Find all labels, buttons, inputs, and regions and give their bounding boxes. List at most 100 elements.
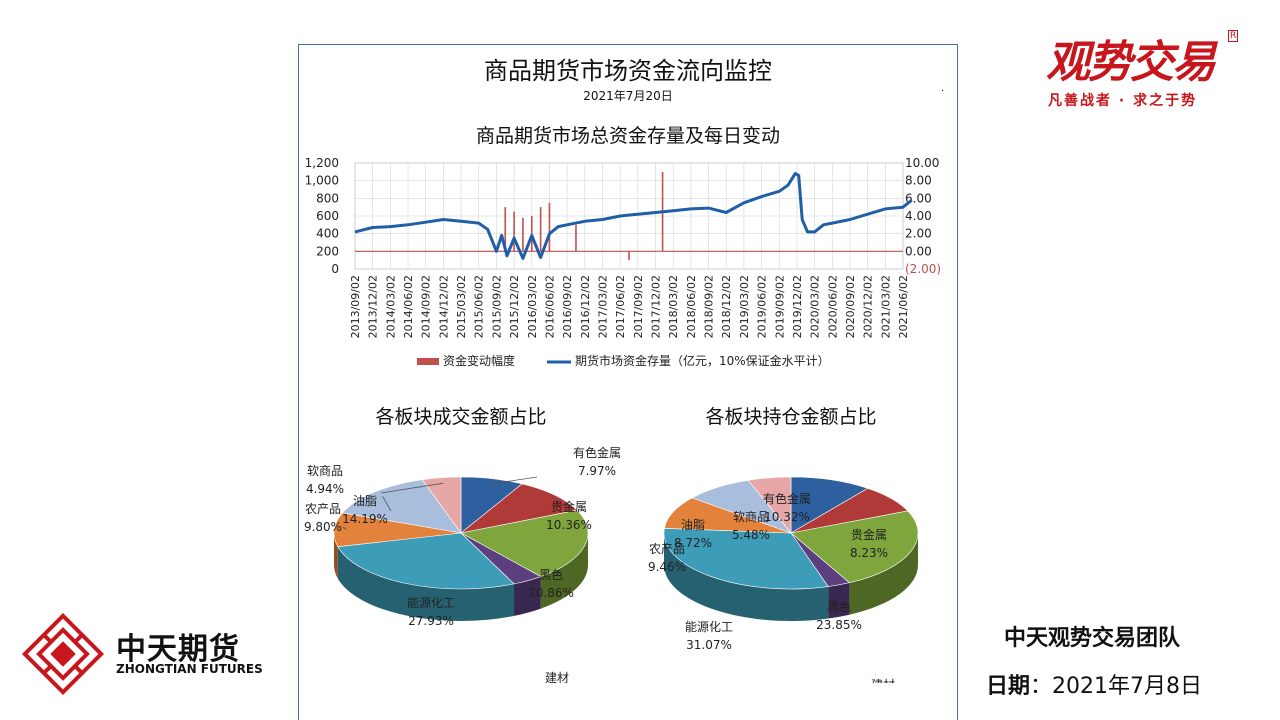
pie-slice-value: 7.97%: [578, 464, 616, 478]
pie-slice: [790, 510, 919, 584]
pie-slice-value: 14.19%: [342, 512, 388, 526]
pie-slice: [460, 509, 589, 577]
report-panel: 商品期货市场资金流向监控 2021年7月20日 . 商品期货市场总资金存量及每日…: [298, 44, 958, 720]
pie-slice: [664, 497, 792, 534]
pie-slice-label: 贵金属: [551, 499, 587, 514]
pie-slice-value: 8.23%: [850, 546, 888, 560]
x-tick-label: 2018/09/02: [703, 275, 716, 338]
pie-leader-line: [382, 496, 392, 512]
x-tick-label: 2013/12/02: [367, 275, 380, 338]
x-tick-label: 2014/03/02: [384, 275, 397, 338]
x-tick-label: 2014/12/02: [437, 275, 450, 338]
legend-line-label: 期货市场资金存量（亿元，10%保证金水平计）: [575, 353, 830, 368]
pie-slice: [790, 476, 869, 534]
pie-slice-value: 31.07%: [686, 638, 732, 652]
x-tick-label: 2015/12/02: [508, 275, 521, 338]
footer-date: 日期：2021年7月8日: [986, 668, 1202, 700]
registered-mark: R: [1228, 30, 1239, 42]
pie-slice: [337, 532, 515, 590]
x-tick-label: 2017/03/02: [596, 275, 609, 338]
y-right-tick-label: 4.00: [905, 209, 932, 223]
pie-slice-side: [828, 582, 850, 619]
pie-slice-label: 能源化工: [685, 620, 733, 634]
pie-slice: [341, 479, 462, 534]
pie-slice-value: 4.94%: [306, 482, 344, 496]
x-tick-label: 2017/09/02: [632, 275, 645, 338]
pie-slice-side: [664, 533, 829, 621]
open-interest-pie-chart: 各板块持仓金额占比有色金属10.32%贵金属8.23%黑色23.85%建材2.8…: [648, 406, 919, 683]
pie-leader-line: [342, 526, 348, 531]
x-tick-label: 2019/03/02: [738, 275, 751, 338]
report-title: 商品期货市场资金流向监控: [484, 57, 772, 85]
trading-volume-pie-chart: 各板块成交金额占比有色金属7.97%贵金属10.36%黑色20.86%建材3.9…: [304, 406, 621, 683]
y-left-tick-label: 600: [316, 209, 339, 223]
pie-slice: [747, 476, 792, 534]
fund-flow-line-chart: 1,2001,000800600400200010.008.006.004.00…: [305, 156, 941, 368]
team-name: 中天观势交易团队: [1004, 626, 1181, 651]
stray-dot: .: [941, 83, 945, 94]
legend-bar-label: 资金变动幅度: [443, 353, 515, 368]
x-tick-label: 2014/06/02: [402, 275, 415, 338]
line-chart-title: 商品期货市场总资金存量及每日变动: [475, 125, 780, 147]
y-left-tick-label: 200: [316, 244, 339, 258]
x-tick-label: 2020/12/02: [862, 275, 875, 338]
date-label: 日期: [986, 674, 1031, 699]
pie-slice-value: 9.80%: [304, 520, 342, 534]
x-tick-label: 2019/12/02: [791, 275, 804, 338]
pie-slice-value: 8.72%: [674, 536, 712, 550]
date-separator: ：: [1030, 674, 1053, 699]
company-name: 中天期货: [116, 632, 240, 667]
x-tick-label: 2020/09/02: [844, 275, 857, 338]
pie-slice-label: 农产品: [649, 542, 685, 556]
pie-slice-label: 农产品: [305, 502, 341, 516]
pie-slice-label: 软商品: [307, 463, 343, 478]
company-logo: 中天期货 ZHONGTIAN FUTURES: [20, 612, 270, 696]
company-emblem-icon: [21, 612, 105, 696]
y-right-tick-label: 2.00: [905, 227, 932, 241]
y-right-tick-label: 8.00: [905, 174, 932, 188]
y-right-tick-label: 10.00: [905, 156, 939, 170]
x-tick-label: 2016/09/02: [561, 275, 574, 338]
x-tick-label: 2018/03/02: [667, 275, 680, 338]
pie-slice-value: 5.48%: [732, 528, 770, 542]
pie-slice-label: 黑色: [827, 600, 851, 614]
y-left-tick-label: 0: [331, 262, 339, 276]
pie-slice-label: 建材: [871, 678, 895, 683]
pie-slice: [333, 512, 462, 547]
pie-slice: [421, 476, 462, 534]
report-date: 2021年7月20日: [583, 89, 673, 103]
y-left-tick-label: 1,200: [305, 156, 339, 170]
pie-slice-label: 油脂: [353, 493, 377, 508]
pie-slice-value: 10.36%: [546, 518, 592, 532]
company-english-name: ZHONGTIAN FUTURES: [116, 662, 263, 676]
pie-slice-side: [514, 576, 541, 616]
y-left-tick-label: 800: [316, 191, 339, 205]
y-left-tick-label: 400: [316, 227, 339, 241]
pie-slice-side: [849, 533, 918, 615]
x-tick-label: 2016/06/02: [543, 275, 556, 338]
x-tick-label: 2019/06/02: [756, 275, 769, 338]
date-value: 2021年7月8日: [1052, 674, 1203, 699]
legend-bar-swatch: [417, 358, 439, 365]
x-tick-label: 2020/03/02: [809, 275, 822, 338]
pie-slice: [663, 527, 829, 590]
capital-stock-line: [354, 172, 913, 260]
x-tick-label: 2018/06/02: [685, 275, 698, 338]
x-tick-label: 2016/03/02: [526, 275, 539, 338]
pie-slice: [460, 483, 578, 534]
x-tick-label: 2015/06/02: [473, 275, 486, 338]
pie-slice-value: 27.93%: [408, 614, 454, 628]
brand-logo-text: 观势交易: [1046, 37, 1216, 88]
pie-leader-line: [380, 482, 444, 494]
x-tick-label: 2015/03/02: [455, 275, 468, 338]
x-tick-label: 2017/06/02: [614, 275, 627, 338]
pie-slice-label: 油脂: [681, 517, 705, 532]
x-tick-label: 2016/12/02: [579, 275, 592, 338]
pie-slice-label: 黑色: [539, 568, 563, 582]
x-tick-label: 2020/06/02: [826, 275, 839, 338]
x-tick-label: 2018/12/02: [720, 275, 733, 338]
brand-logo: 观势交易 R 凡善战者 · 求之于势: [1040, 22, 1250, 112]
pie-slice-value: 23.85%: [816, 618, 862, 632]
pie-slice-value: 10.32%: [764, 510, 810, 524]
x-tick-label: 2014/09/02: [420, 275, 433, 338]
